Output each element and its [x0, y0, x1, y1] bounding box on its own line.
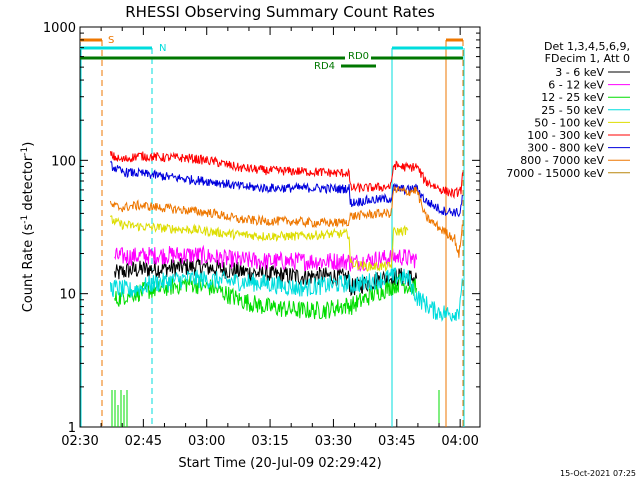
series-line-3	[109, 267, 463, 323]
x-tick-label: 03:00	[188, 434, 225, 449]
series-line-0	[114, 257, 418, 297]
legend-label: 7000 - 15000 keV	[506, 167, 604, 180]
legend-header: Det 1,3,4,5,6,9,	[544, 40, 630, 53]
y-axis-label: Count Rate (s-1 detector-1)	[20, 142, 36, 313]
annotation-s: S	[108, 35, 114, 46]
y-tick-label: 1	[68, 421, 76, 436]
low-count-spikes	[111, 390, 440, 427]
footer-timestamp: 15-Oct-2021 07:25	[560, 469, 636, 478]
x-tick-label: 04:00	[441, 434, 478, 449]
legend-label: 25 - 50 keV	[541, 104, 604, 117]
series-line-2	[114, 273, 418, 320]
plot-frame	[79, 26, 481, 428]
x-tick-label: 03:30	[315, 434, 352, 449]
series-line-5	[109, 151, 464, 200]
x-tick-label: 02:30	[61, 434, 98, 449]
y-tick-label: 10	[59, 288, 76, 303]
annotation-rd0: RD0	[348, 51, 369, 62]
legend: Det 1,3,4,5,6,9,FDecim 1, Att 03 - 6 keV…	[506, 40, 630, 180]
series-layer	[109, 151, 464, 323]
legend-label: 50 - 100 keV	[534, 116, 604, 129]
y-tick-label: 1000	[43, 21, 76, 36]
legend-header: FDecim 1, Att 0	[545, 52, 630, 65]
chart-title: RHESSI Observing Summary Count Rates	[125, 3, 435, 21]
y-tick-label: 100	[51, 154, 76, 169]
legend-label: 300 - 800 keV	[527, 142, 604, 155]
legend-label: 12 - 25 keV	[541, 91, 604, 104]
rd0-label-bg	[345, 51, 371, 61]
legend-label: 800 - 7000 keV	[520, 154, 604, 167]
annotation-rd4: RD4	[314, 61, 335, 72]
series-line-1	[114, 244, 418, 272]
annotation-n: N	[159, 43, 166, 54]
axes-layer: 02:30 02:45 03:00 03:15 03:30 03:45 04:00 1 10 10…	[43, 21, 480, 449]
x-tick-label: 02:45	[125, 434, 162, 449]
x-tick-label: 03:15	[251, 434, 288, 449]
x-axis-label: Start Time (20-Jul-09 02:29:42)	[178, 456, 381, 471]
legend-label: 3 - 6 keV	[555, 66, 604, 79]
series-line-7	[109, 185, 463, 258]
legend-label: 100 - 300 keV	[527, 129, 604, 142]
legend-label: 6 - 12 keV	[548, 79, 604, 92]
x-tick-label: 03:45	[378, 434, 415, 449]
annotation-layer: S N RD0 RD4	[80, 35, 465, 427]
series-line-4	[109, 215, 409, 273]
